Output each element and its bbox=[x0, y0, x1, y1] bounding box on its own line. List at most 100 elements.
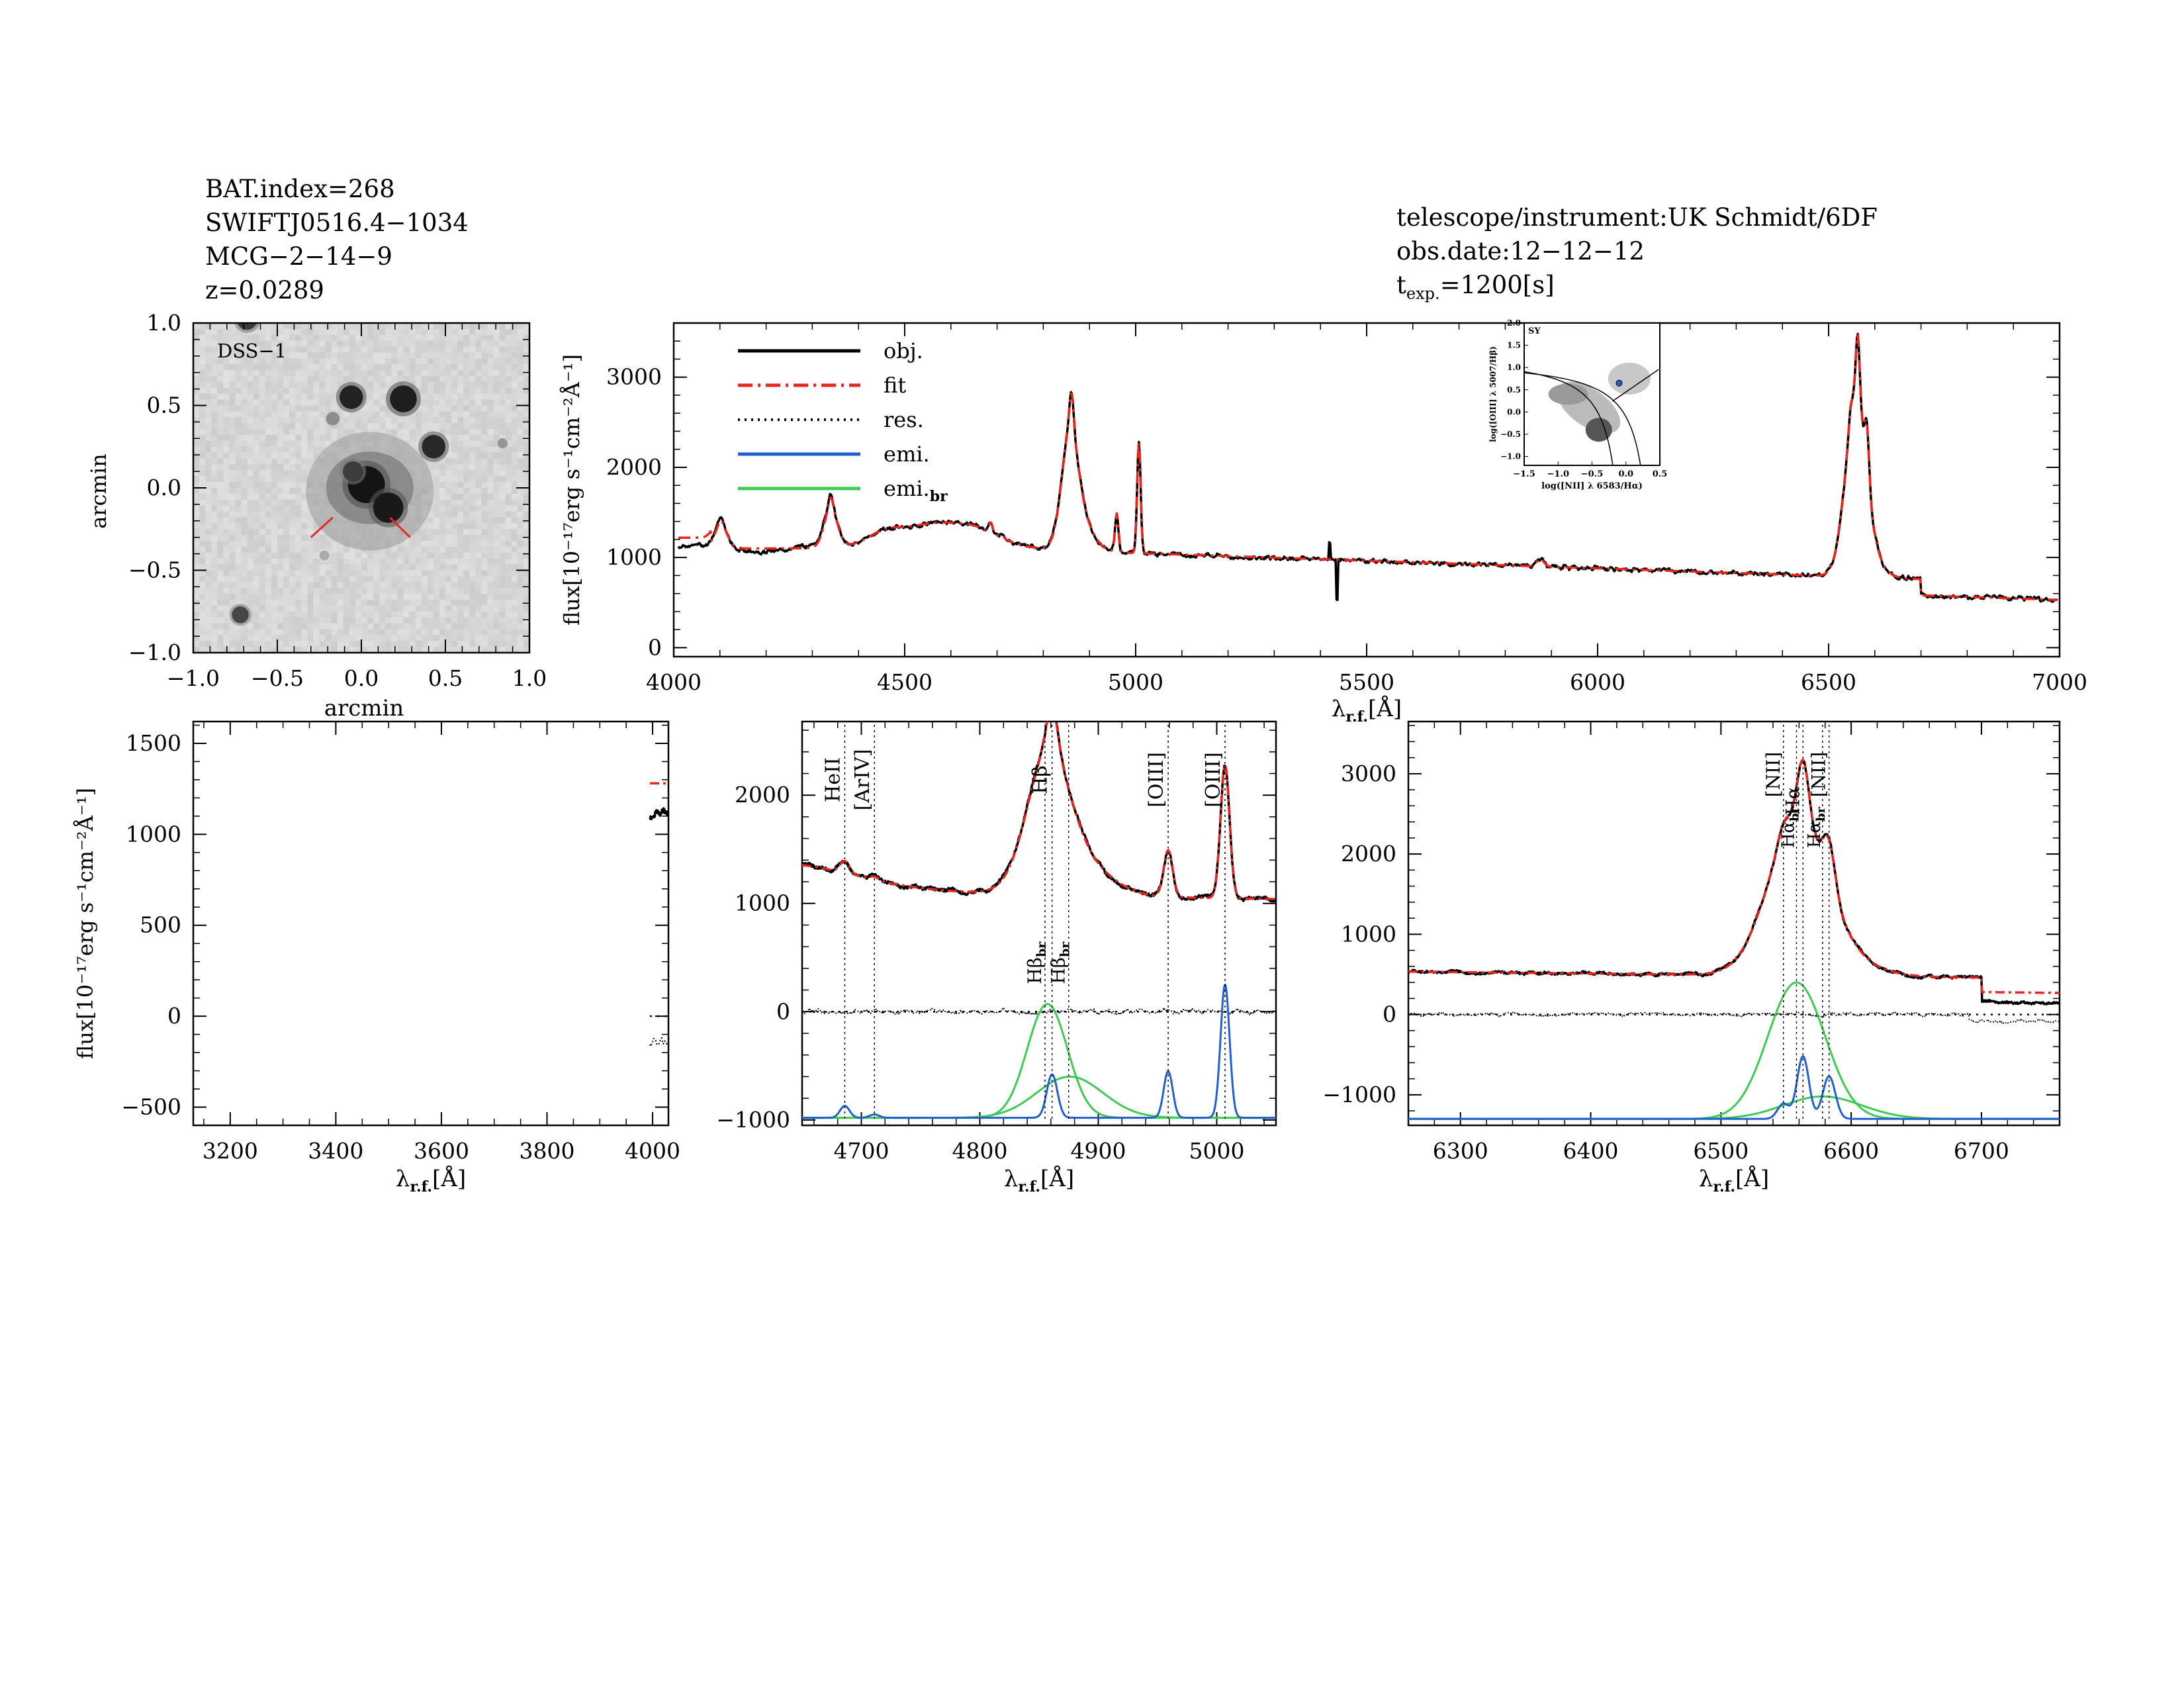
image-pixel bbox=[235, 476, 242, 483]
image-pixel bbox=[469, 429, 476, 436]
image-pixel bbox=[475, 517, 482, 524]
image-pixel bbox=[253, 476, 260, 483]
image-pixel bbox=[205, 411, 212, 418]
image-pixel bbox=[445, 558, 452, 565]
image-pixel bbox=[373, 611, 380, 618]
image-pixel bbox=[517, 517, 524, 524]
image-pixel bbox=[367, 617, 374, 624]
image-pixel bbox=[235, 482, 242, 489]
image-pixel bbox=[427, 511, 434, 518]
image-pixel bbox=[241, 599, 248, 606]
image-pixel bbox=[319, 629, 326, 635]
image-pixel bbox=[469, 517, 476, 524]
image-pixel bbox=[487, 440, 494, 447]
image-pixel bbox=[205, 376, 212, 383]
image-pixel bbox=[325, 434, 332, 442]
image-pixel bbox=[253, 564, 260, 571]
image-pixel bbox=[415, 323, 422, 330]
image-pixel bbox=[445, 458, 452, 465]
image-pixel bbox=[217, 411, 224, 418]
image-pixel bbox=[481, 358, 488, 365]
image-pixel bbox=[457, 440, 464, 447]
image-pixel bbox=[385, 564, 392, 571]
image-pixel bbox=[499, 464, 506, 471]
image-pixel bbox=[511, 328, 518, 336]
p1-x-label: λr.f.[Å] bbox=[396, 1165, 466, 1196]
image-pixel bbox=[265, 352, 272, 359]
image-pixel bbox=[259, 599, 266, 606]
image-pixel bbox=[481, 617, 488, 624]
image-pixel bbox=[277, 452, 284, 459]
image-pixel bbox=[511, 493, 518, 500]
image-axes: −1.0 −0.5 0.0 0.5 1.0−1.0−0.50.00.51.0 bbox=[128, 310, 547, 691]
image-pixel bbox=[253, 635, 260, 641]
image-pixel bbox=[223, 617, 230, 624]
image-pixel bbox=[193, 541, 200, 547]
image-pixel bbox=[259, 588, 266, 594]
image-pixel bbox=[415, 423, 422, 430]
image-pixel bbox=[283, 588, 290, 594]
image-pixel bbox=[319, 611, 326, 618]
image-pixel bbox=[343, 417, 350, 424]
image-pixel bbox=[403, 564, 410, 571]
image-pixel bbox=[499, 599, 506, 606]
image-pixel bbox=[415, 440, 422, 447]
image-pixel bbox=[367, 393, 374, 400]
image-pixel bbox=[469, 411, 476, 418]
image-pixel bbox=[313, 623, 320, 630]
image-pixel bbox=[511, 588, 518, 594]
image-pixel bbox=[289, 446, 296, 453]
image-pixel bbox=[301, 541, 308, 547]
image-pixel bbox=[451, 411, 458, 418]
image-pixel bbox=[337, 576, 344, 583]
image-pixel bbox=[193, 393, 200, 400]
image-pixel bbox=[481, 429, 488, 436]
image-pixel bbox=[247, 599, 254, 606]
image-pixel bbox=[463, 582, 470, 588]
image-pixel bbox=[487, 334, 494, 342]
image-pixel bbox=[421, 346, 428, 353]
image-pixel bbox=[247, 476, 254, 483]
image-pixel bbox=[427, 523, 434, 530]
inset-demarcation-line bbox=[1524, 371, 1614, 465]
image-pixel bbox=[355, 358, 362, 365]
image-pixel bbox=[451, 529, 458, 536]
image-pixel bbox=[211, 546, 218, 553]
image-pixel bbox=[469, 370, 476, 377]
image-pixel bbox=[265, 635, 272, 641]
image-pixel bbox=[217, 517, 224, 524]
image-pixel bbox=[445, 546, 452, 553]
image-pixel bbox=[445, 340, 452, 348]
image-pixel bbox=[277, 552, 284, 559]
image-pixel bbox=[235, 376, 242, 383]
image-pixel bbox=[325, 623, 332, 630]
image-pixel bbox=[313, 405, 320, 412]
image-pixel bbox=[217, 588, 224, 594]
image-pixel bbox=[193, 370, 200, 377]
image-pixel bbox=[517, 405, 524, 412]
image-pixel bbox=[409, 558, 416, 565]
image-pixel bbox=[517, 429, 524, 436]
image-pixel bbox=[205, 499, 212, 506]
image-pixel bbox=[439, 564, 446, 571]
image-pixel bbox=[259, 376, 266, 383]
y-tick-label: −500 bbox=[121, 1094, 181, 1120]
image-pixel bbox=[319, 440, 326, 447]
image-pixel bbox=[277, 346, 284, 353]
image-pixel bbox=[211, 635, 218, 641]
image-pixel bbox=[193, 323, 200, 330]
image-pixel bbox=[223, 470, 230, 477]
image-pixel bbox=[223, 594, 230, 600]
image-pixel bbox=[403, 570, 410, 577]
image-pixel bbox=[445, 523, 452, 530]
image-pixel bbox=[433, 582, 440, 588]
image-pixel bbox=[439, 635, 446, 641]
image-pixel bbox=[451, 405, 458, 412]
image-pixel bbox=[361, 647, 368, 653]
image-pixel bbox=[463, 505, 470, 512]
image-pixel bbox=[523, 423, 529, 430]
image-pixel bbox=[421, 558, 428, 565]
y-tick-label: 2000 bbox=[1341, 841, 1396, 867]
image-pixel bbox=[421, 576, 428, 583]
image-pixel bbox=[313, 393, 320, 400]
